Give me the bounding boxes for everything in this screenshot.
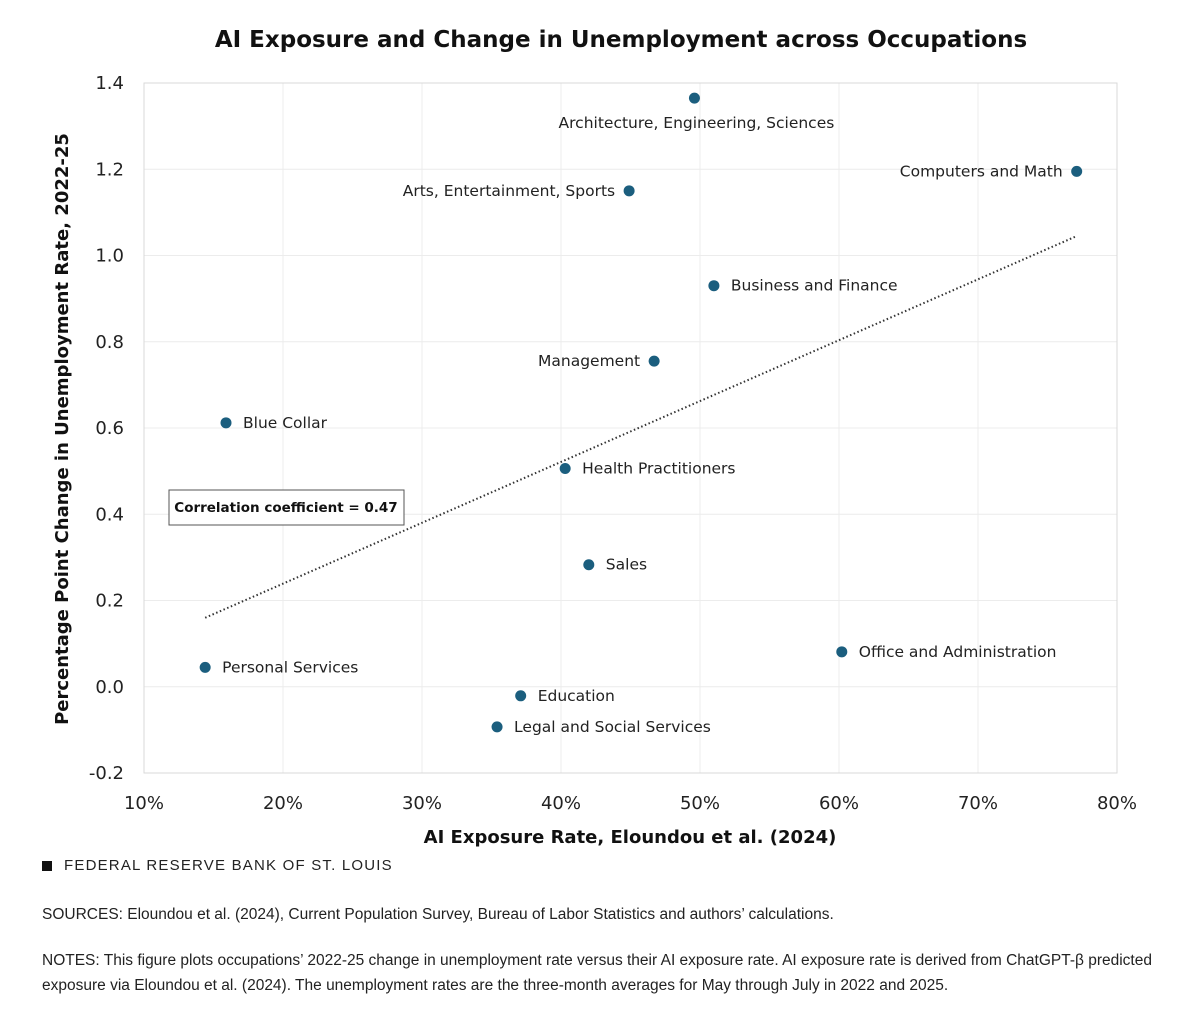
y-tick-label: 0.8 <box>95 332 124 353</box>
x-tick-label: 80% <box>1097 793 1137 814</box>
x-tick-label: 40% <box>541 793 581 814</box>
sources-note: SOURCES: Eloundou et al. (2024), Current… <box>42 906 834 923</box>
point-marker <box>559 463 571 475</box>
point-label: Legal and Social Services <box>514 718 711 736</box>
x-tick-label: 70% <box>958 793 998 814</box>
point-marker <box>1071 165 1083 177</box>
point-marker <box>220 417 232 429</box>
data-point: Architecture, Engineering, Sciences <box>559 92 835 132</box>
plot-area-frame <box>143 82 1118 774</box>
y-tick-label: 1.4 <box>95 73 124 94</box>
point-label: Personal Services <box>222 658 358 676</box>
x-tick-label: 50% <box>680 793 720 814</box>
data-point: Business and Finance <box>708 277 898 295</box>
point-marker <box>199 661 211 673</box>
point-label: Blue Collar <box>243 414 328 432</box>
x-axis-ticks: 10% 20% 30% 40% 50% 60% 70% 80% <box>124 793 1137 814</box>
brand-text: FEDERAL RESERVE BANK OF ST. LOUIS <box>64 857 393 874</box>
point-label: Management <box>538 352 640 370</box>
point-marker <box>583 559 595 571</box>
data-point: Blue Collar <box>220 414 328 432</box>
y-tick-label: -0.2 <box>89 763 124 784</box>
data-point: Computers and Math <box>900 162 1083 180</box>
y-axis-label: Percentage Point Change in Unemployment … <box>52 133 73 725</box>
data-point: Office and Administration <box>836 643 1056 661</box>
notes-text: NOTES: This figure plots occupations’ 20… <box>42 952 1152 994</box>
data-point: Education <box>515 687 615 705</box>
data-point: Management <box>538 352 660 370</box>
point-label: Arts, Entertainment, Sports <box>403 182 615 200</box>
point-label: Architecture, Engineering, Sciences <box>559 114 835 132</box>
x-tick-label: 20% <box>263 793 303 814</box>
point-label: Education <box>538 687 615 705</box>
gridlines <box>143 82 1118 774</box>
data-point: Sales <box>583 556 647 574</box>
point-label: Office and Administration <box>859 643 1057 661</box>
y-axis-ticks: -0.2 0.0 0.2 0.4 0.6 0.8 1.0 1.2 1.4 <box>89 73 124 784</box>
y-tick-label: 1.0 <box>95 246 124 267</box>
point-label: Computers and Math <box>900 162 1063 180</box>
y-tick-label: 0.4 <box>95 504 124 525</box>
point-marker <box>648 355 660 367</box>
point-marker <box>515 690 527 702</box>
footer-brand: FEDERAL RESERVE BANK OF ST. LOUIS <box>42 857 393 874</box>
trendline <box>204 235 1078 619</box>
data-point: Arts, Entertainment, Sports <box>403 182 635 200</box>
correlation-annotation: Correlation coefficient = 0.47 <box>168 489 405 526</box>
point-marker <box>708 280 720 292</box>
point-marker <box>491 721 503 733</box>
correlation-text: Correlation coefficient = 0.47 <box>174 500 397 516</box>
data-point: Legal and Social Services <box>491 718 711 736</box>
x-tick-label: 30% <box>402 793 442 814</box>
y-tick-label: 1.2 <box>95 159 124 180</box>
data-points: Architecture, Engineering, Sciences Compu… <box>199 92 1083 736</box>
y-tick-label: 0.2 <box>95 591 124 612</box>
point-marker <box>836 646 848 658</box>
chart-title: AI Exposure and Change in Unemployment a… <box>215 27 1027 53</box>
x-axis-label: AI Exposure Rate, Eloundou et al. (2024) <box>424 827 837 848</box>
correlation-box <box>168 489 405 526</box>
brand-square-icon <box>42 860 52 871</box>
scatter-chart: AI Exposure and Change in Unemployment a… <box>52 27 1137 848</box>
x-tick-label: 60% <box>819 793 859 814</box>
point-marker <box>623 185 635 197</box>
point-label: Business and Finance <box>731 277 898 295</box>
y-tick-label: 0.0 <box>95 677 124 698</box>
point-label: Health Practitioners <box>582 460 735 478</box>
data-point: Personal Services <box>199 658 358 676</box>
point-marker <box>688 92 700 104</box>
point-label: Sales <box>606 556 647 574</box>
x-tick-label: 10% <box>124 793 164 814</box>
data-point: Health Practitioners <box>559 460 736 478</box>
y-tick-label: 0.6 <box>95 418 124 439</box>
